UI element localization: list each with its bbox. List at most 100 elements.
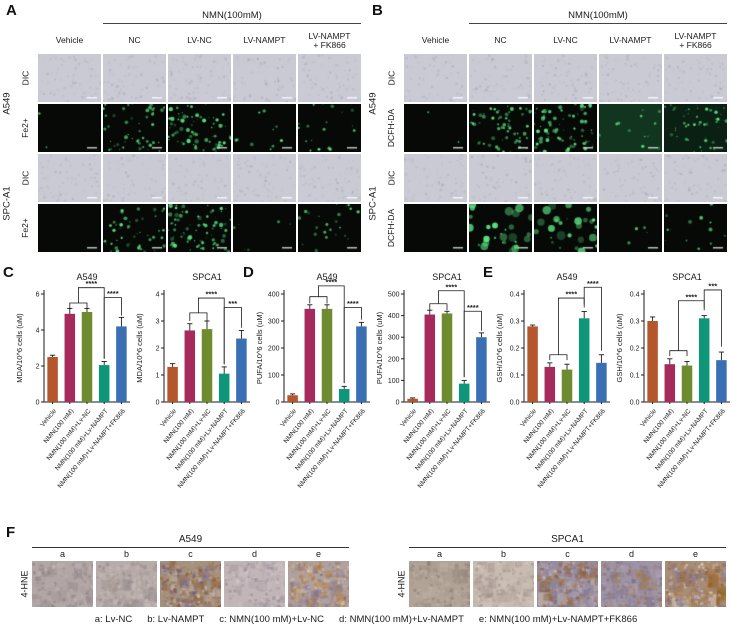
significance-label: **** <box>445 282 457 291</box>
y-tick-label: 0.0 <box>630 400 640 407</box>
y-tick-label: 3 <box>156 319 160 326</box>
stain-label: DCFH-DA <box>386 108 396 148</box>
significance-bracket <box>343 307 362 384</box>
bar-vehicle <box>167 366 178 402</box>
f-legend-item-4: e: NMN(100 mM)+Lv-NAMPT+FK866 <box>478 614 638 625</box>
f-block-a549: 4-HNE A549 a b c d e <box>16 534 349 607</box>
micrograph-a549-dic-lv-nampt <box>599 54 662 102</box>
significance-bracket <box>69 302 88 309</box>
panel-b-content: NMN(100mM) Vehicle NC LV-NC LV-NAMPT LV-NAMPT… <box>366 10 732 252</box>
micrograph-a549-fe2-lv-nc <box>168 104 231 152</box>
y-tick-label: 0 <box>396 400 400 407</box>
significance-bracket <box>463 310 482 378</box>
micrograph-spc-a1-dic-vehicle <box>404 154 467 202</box>
micrograph-spc-a1-dcfh-da-vehicle <box>404 204 467 252</box>
y-tick-label: 0.1 <box>630 373 640 380</box>
stain-label-col: DCFH-DA <box>380 104 402 152</box>
chart-c-a549: A549 MDA/10^6 cells (uM) 0 2 4 6 Vehicle NMN(10… <box>14 270 134 490</box>
micrograph-spc-a1-fe2-lv-nampt-fk866 <box>298 204 361 252</box>
column-header-nc: NC <box>494 35 507 46</box>
cell-line-label: A549 <box>367 91 379 115</box>
micrograph-spc-a1-fe2-lv-nampt <box>233 204 296 252</box>
treatment-header-row: NMN(100mM) <box>0 10 366 28</box>
micrograph-row: A NMN(100mM) Vehicle NC LV-NC LV-NAMPT LV-NAM… <box>0 0 732 262</box>
cell-line-label-col: A549 <box>0 54 14 152</box>
cell-line-label: SPC-A1 <box>367 185 379 221</box>
micrograph-spc-a1-fe2-lv-nc <box>168 204 231 252</box>
panel-f-legend: a: Lv-NC b: Lv-NAMPT c: NMN(100 mM)+Lv-NC d… <box>0 614 732 625</box>
bar-nmn-100-mm-lv-nampt <box>578 318 590 402</box>
treatment-header-row: NMN(100mM) <box>366 10 732 28</box>
column-header-lv-nampt: LV-NAMPT <box>609 35 652 46</box>
chart-e-a549: A549 GSH/10^6 cells (uM) 0.0 0.1 0.2 0.3 0.4 Ve… <box>494 270 614 490</box>
histology-spca1-e <box>665 561 726 607</box>
y-tick-label: 0.4 <box>510 292 520 299</box>
y-tick-label: 0 <box>36 400 40 407</box>
bar-nmn-100-mm <box>664 364 676 402</box>
f-row-label-col: 4-HNE <box>16 561 32 607</box>
panel-f-blocks: 4-HNE A549 a b c d e 4-HNE SPCA1 a b c d e <box>0 534 732 607</box>
significance-label: **** <box>347 299 359 308</box>
f-letter-e: e <box>692 549 698 559</box>
micrograph-spc-a1-dcfh-da-lv-nampt <box>599 204 662 252</box>
chart-title: A549 <box>316 272 337 282</box>
cell-line-group-a549: A549 DIC DCFH-DA <box>366 54 732 152</box>
cell-line-rows: DIC Fe2+ <box>14 54 361 152</box>
cell-line-group-a549: A549 DIC Fe2+ <box>0 54 366 152</box>
bar-nmn-100-mm-lv-nc <box>441 313 453 402</box>
image-row-a549-fe2: Fe2+ <box>14 104 361 152</box>
panel-f-label: F <box>6 524 16 541</box>
bar-nmn-100-mm-lv-nampt-fk866 <box>596 362 607 402</box>
y-tick-label: 100 <box>388 378 400 385</box>
y-tick-label: 1 <box>156 373 160 380</box>
y-tick-label: 2 <box>36 364 40 371</box>
image-row-spc-a1-dic: DIC <box>380 154 727 202</box>
micrograph-a549-dcfh-da-lv-nc <box>534 104 597 152</box>
f-letter-a: a <box>59 549 65 559</box>
image-row-a549-dcfh-da: DCFH-DA <box>380 104 727 152</box>
micrograph-spc-a1-dic-lv-nc <box>534 154 597 202</box>
y-tick-label: 6 <box>36 292 40 299</box>
significance-bracket <box>223 307 242 365</box>
bar-nmn-100-mm-lv-nampt <box>458 383 470 402</box>
panel-c: C A549 MDA/10^6 cells (uM) 0 2 4 6 Vehicle NMN(… <box>0 262 250 490</box>
significance-bracket <box>103 297 122 359</box>
y-tick-label: 300 <box>268 319 280 326</box>
f-letter-row: a b c d e <box>409 549 726 559</box>
panel-e: E A549 GSH/10^6 cells (uM) 0.0 0.1 0.2 0.3 0.4… <box>480 262 732 490</box>
image-row-a549-dic: DIC <box>380 54 727 102</box>
chart-title: SPCA1 <box>672 272 702 282</box>
bar-nmn-100-mm <box>424 314 436 402</box>
f-letter-c: c <box>565 549 570 559</box>
histology-a549-d <box>224 561 285 607</box>
chart-title: A549 <box>556 272 577 282</box>
cell-line-group-spc-a1: SPC-A1 DIC DCFH-DA <box>366 154 732 252</box>
significance-label: *** <box>228 299 237 308</box>
f-letter-a: a <box>436 549 442 559</box>
y-axis-label: MDA/10^6 cells (uM) <box>15 313 24 383</box>
f-image-row <box>32 561 349 607</box>
bar-nmn-100-mm <box>64 313 76 402</box>
bar-nmn-100-mm-lv-nc <box>681 365 693 402</box>
bar-nmn-100-mm-lv-nc <box>81 312 93 402</box>
bar-nmn-100-mm <box>544 366 556 402</box>
f-block-title-spca1: SPCA1 <box>409 534 726 548</box>
chart-d-spca1: SPCA1 PUFA/10^6 cells (uM) 0 100 200 300 400 50… <box>374 270 494 490</box>
panel-c-label: C <box>3 264 14 281</box>
f-letter-d: d <box>251 549 257 559</box>
significance-label: **** <box>325 277 337 286</box>
stain-label: DIC <box>19 170 30 186</box>
bar-nmn-100-mm-lv-nampt <box>218 373 230 402</box>
stain-label-col: DIC <box>380 154 402 202</box>
f-letter-b: b <box>500 549 506 559</box>
f-legend-item-0: a: Lv-NC <box>94 614 133 625</box>
bar-nmn-100-mm-lv-nampt-fk866 <box>476 337 487 402</box>
micrograph-spc-a1-dcfh-da-lv-nampt-fk866 <box>664 204 727 252</box>
y-tick-label: 400 <box>268 292 280 299</box>
f-row-label-col: 4-HNE <box>393 561 409 607</box>
cell-line-label-col: SPC-A1 <box>366 154 380 252</box>
bar-nmn-100-mm <box>184 330 196 402</box>
bar-nmn-100-mm <box>304 308 316 402</box>
cell-line-rows: DIC DCFH-DA <box>380 154 727 252</box>
